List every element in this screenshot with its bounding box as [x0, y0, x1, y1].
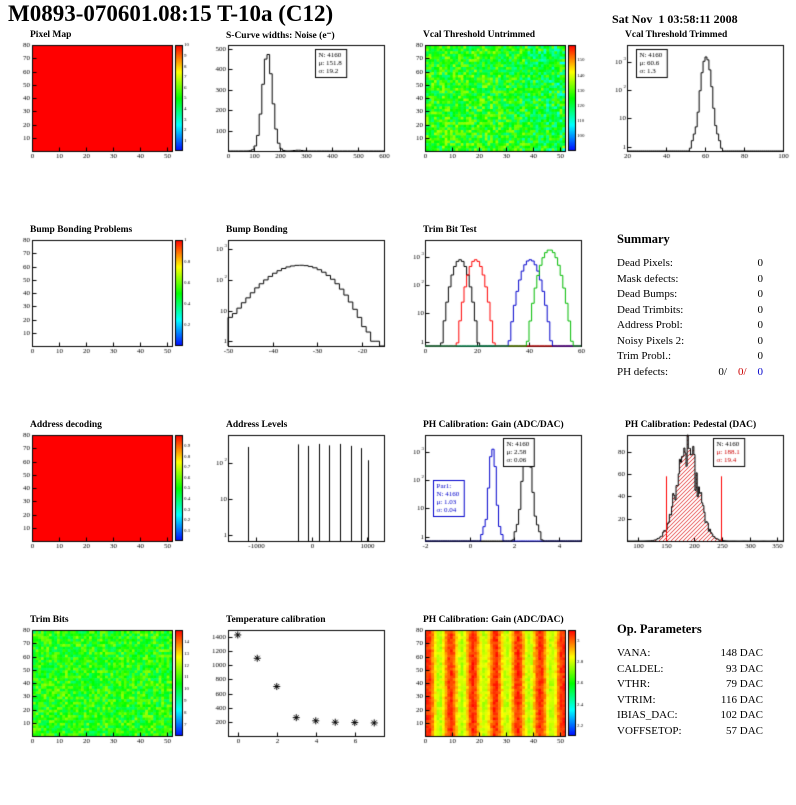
pixel-map-plot [6, 41, 196, 163]
op-row-vana: VANA: 148 DAC [617, 646, 763, 662]
summary-label: Trim Probl.: [617, 350, 672, 362]
bump-bonding-problems-title: Bump Bonding Problems [30, 225, 133, 235]
trim-bits-title: Trim Bits [30, 615, 69, 625]
op-label: VTRIM: [617, 693, 656, 706]
ph-defects-value-3: 0 [757, 365, 764, 378]
ph-gain-hist-title: PH Calibration: Gain (ADC/DAC) [423, 420, 564, 430]
summary-label: Noisy Pixels 2: [617, 334, 685, 347]
scurve-noise-plot [202, 41, 392, 163]
ph-defects-value-1: 0/ [718, 365, 727, 378]
vcal-untrimmed-plot [399, 41, 589, 163]
op-row-vthr: VTHR: 79 DAC [617, 677, 763, 693]
cell-trim-bit-test: Trim Bit Test [399, 225, 592, 415]
bump-bonding-title: Bump Bonding [226, 225, 288, 235]
bump-bonding-problems-plot [6, 236, 196, 358]
summary-row-dead-pixels: Dead Pixels: 0 [617, 256, 763, 272]
summary-label: Dead Pixels: [617, 257, 673, 269]
ph-gain-map-plot [399, 626, 589, 748]
summary-value: 0 [757, 303, 764, 316]
summary-value: 0 [757, 272, 764, 285]
ph-defects-label: PH defects: [617, 365, 669, 378]
ph-defects-values: 0/0/0 [707, 365, 763, 381]
op-label: IBIAS_DAC: [617, 709, 678, 721]
vcal-trimmed-plot [601, 41, 791, 163]
cell-bump-bonding: Bump Bonding [202, 225, 395, 415]
summary-row-dead-trimbits: Dead Trimbits: 0 [617, 303, 763, 319]
cell-trim-bits: Trim Bits [6, 615, 199, 805]
summary-title: Summary [617, 232, 670, 246]
cell-ph-pedestal: PH Calibration: Pedestal (DAC) [601, 420, 794, 610]
cell-bump-bonding-problems: Bump Bonding Problems [6, 225, 199, 415]
ph-pedestal-plot [601, 431, 791, 553]
summary-label: Dead Trimbits: [617, 303, 684, 316]
op-label: VOFFSETOP: [617, 724, 682, 737]
summary-row-ph-defects: PH defects: 0/0/0 [617, 365, 763, 381]
op-row-voffsetop: VOFFSETOP: 57 DAC [617, 724, 763, 740]
op-parameters-panel: Op. Parameters VANA: 148 DAC CALDEL: 93 … [617, 622, 763, 739]
vcal-untrimmed-title: Vcal Threshold Untrimmed [423, 30, 536, 40]
summary-value: 0 [757, 257, 764, 269]
summary-row-trim-probl: Trim Probl.: 0 [617, 349, 763, 365]
cell-ph-gain-hist: PH Calibration: Gain (ADC/DAC) [399, 420, 592, 610]
op-label: CALDEL: [617, 662, 664, 675]
summary-value: 0 [757, 288, 764, 300]
address-decoding-plot [6, 431, 196, 553]
cell-ph-gain-map: PH Calibration: Gain (ADC/DAC) [399, 615, 592, 805]
cell-vcal-untrimmed: Vcal Threshold Untrimmed [399, 30, 592, 220]
summary-label: Dead Bumps: [617, 288, 678, 300]
summary-label: Address Probl: [617, 319, 683, 331]
op-value: 148 DAC [720, 647, 763, 659]
summary-row-mask-defects: Mask defects: 0 [617, 272, 763, 288]
cell-vcal-trimmed: Vcal Threshold Trimmed [601, 30, 794, 220]
op-row-ibias: IBIAS_DAC: 102 DAC [617, 708, 763, 724]
cell-scurve-noise: S-Curve widths: Noise (e⁻) [202, 30, 395, 220]
scurve-noise-title: S-Curve widths: Noise (e⁻) [226, 31, 335, 41]
op-label: VTHR: [617, 678, 650, 690]
op-value: 79 DAC [726, 678, 763, 690]
cell-pixel-map: Pixel Map [6, 30, 199, 220]
temperature-calibration-title: Temperature calibration [226, 615, 326, 625]
temperature-calibration-plot [202, 626, 392, 748]
summary-value: 0 [757, 319, 764, 331]
summary-label: Mask defects: [617, 272, 679, 285]
trim-bit-test-title: Trim Bit Test [423, 225, 477, 235]
cell-address-levels: Address Levels [202, 420, 395, 610]
address-levels-plot [202, 431, 392, 553]
ph-pedestal-title: PH Calibration: Pedestal (DAC) [625, 420, 757, 430]
op-value: 116 DAC [720, 693, 763, 706]
address-decoding-title: Address decoding [30, 420, 102, 430]
cell-address-decoding: Address decoding [6, 420, 199, 610]
address-levels-title: Address Levels [226, 420, 288, 430]
ph-gain-map-title: PH Calibration: Gain (ADC/DAC) [423, 615, 564, 625]
op-label: VANA: [617, 647, 651, 659]
summary-row-noisy-pixels: Noisy Pixels 2: 0 [617, 334, 763, 350]
op-row-vtrim: VTRIM: 116 DAC [617, 693, 763, 709]
cell-temperature-calibration: Temperature calibration [202, 615, 395, 805]
timestamp: Sat Nov 1 03:58:11 2008 [612, 12, 738, 26]
trim-bits-plot [6, 626, 196, 748]
summary-row-address-probl: Address Probl: 0 [617, 318, 763, 334]
op-value: 93 DAC [726, 662, 763, 675]
ph-gain-hist-plot [399, 431, 589, 553]
summary-value: 0 [757, 334, 764, 347]
bump-bonding-plot [202, 236, 392, 358]
op-parameters-title: Op. Parameters [617, 622, 702, 636]
ph-defects-value-2: 0/ [737, 365, 747, 378]
pixel-map-title: Pixel Map [30, 30, 72, 40]
summary-panel: Summary Dead Pixels: 0 Mask defects: 0 D… [617, 232, 763, 380]
report-title: M0893-070601.08:15 T-10a (C12) [8, 1, 334, 26]
summary-row-dead-bumps: Dead Bumps: 0 [617, 287, 763, 303]
op-row-caldel: CALDEL: 93 DAC [617, 662, 763, 678]
op-value: 102 DAC [720, 709, 763, 721]
vcal-trimmed-title: Vcal Threshold Trimmed [625, 30, 728, 40]
op-value: 57 DAC [726, 724, 763, 737]
trim-bit-test-plot [399, 236, 589, 358]
summary-value: 0 [757, 350, 764, 362]
